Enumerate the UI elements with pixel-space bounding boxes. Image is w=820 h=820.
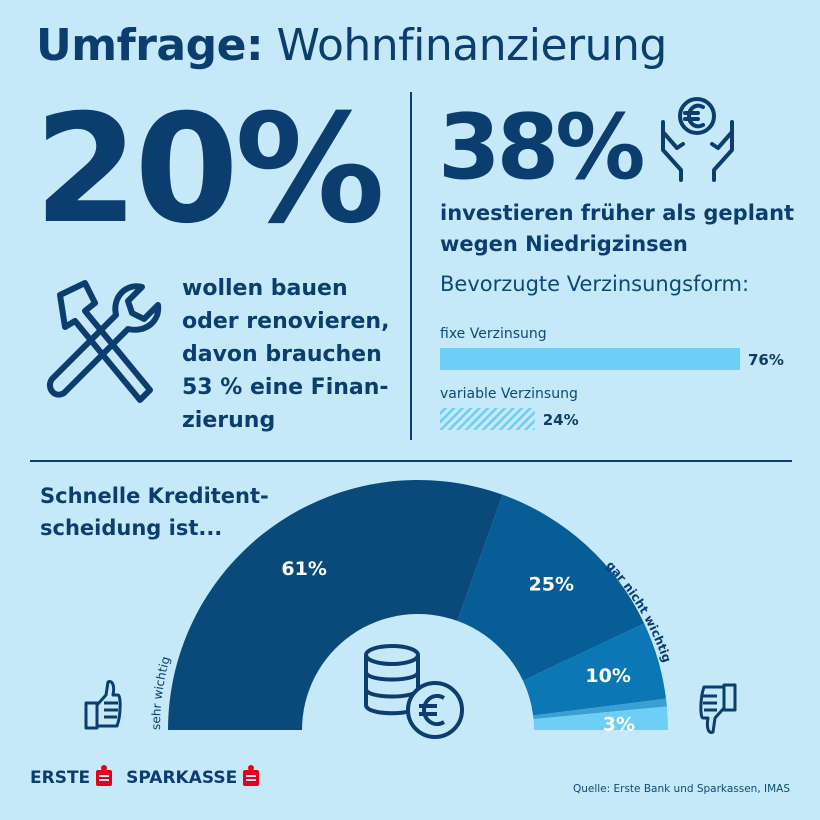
page-title: Umfrage: Wohnfinanzierung [36, 20, 667, 71]
stat-20: 20% [34, 83, 385, 257]
logo-erste: ERSTE [30, 768, 91, 788]
donut-segment [533, 706, 668, 730]
donut-segment [522, 623, 667, 716]
right-description: investieren früher als geplant wegen Nie… [440, 198, 794, 260]
donut-value-label: 25% [529, 574, 574, 596]
thumbs-up-icon [84, 680, 122, 730]
right-line: wegen Niedrigzinsen [440, 232, 688, 256]
interest-bar-chart: fixe Verzinsung 76% variable Verzinsung 24% [440, 326, 784, 430]
left-line: davon brauchen [182, 342, 382, 367]
half-donut-chart: 61%25%10%3% sehr wichtig gar nicht wicht… [84, 480, 737, 739]
thumbs-down-icon [699, 683, 737, 734]
bar-category-label: fixe Verzinsung [440, 326, 547, 342]
donut-segment [533, 698, 667, 720]
erste-sparkasse-logo: ERSTE SPARKASSE [30, 765, 267, 788]
left-line: oder renovieren, [182, 309, 390, 334]
donut-value-label: 61% [281, 558, 326, 580]
horizontal-divider [30, 460, 792, 462]
donut-title-line: scheidung ist... [40, 516, 223, 540]
preference-title: Bevorzugte Verzinsungsform: [440, 272, 750, 296]
stat-38: 38% [438, 95, 645, 200]
donut-title: Schnelle Kreditent- scheidung ist... [40, 480, 269, 544]
left-line: wollen bauen [182, 276, 348, 301]
bar-value-label: 24% [543, 411, 579, 429]
source-note: Quelle: Erste Bank und Sparkassen, IMAS [572, 783, 790, 795]
left-description: wollen bauen oder renovieren, davon brau… [182, 272, 389, 437]
donut-title-line: Schnelle Kreditent- [40, 484, 269, 508]
bar-variable [440, 408, 535, 430]
vertical-divider [410, 92, 412, 440]
logo-sparkasse: SPARKASSE [126, 768, 238, 788]
title-bold: Umfrage: [36, 20, 264, 71]
hands-euro-icon [661, 97, 734, 182]
left-line: zierung [182, 408, 276, 433]
sparkasse-s-icon [243, 765, 260, 786]
right-line: investieren früher als geplant [440, 201, 795, 225]
donut-value-label: 10% [585, 665, 630, 687]
bar-category-label: variable Verzinsung [440, 386, 578, 402]
donut-value-label: 3% [603, 713, 635, 735]
tools-icon [46, 280, 162, 403]
donut-segment [457, 494, 645, 681]
bar-fixed [440, 348, 740, 370]
donut-segment [168, 480, 503, 730]
bar-value-label: 76% [748, 351, 784, 369]
left-line: 53 % eine Finan- [182, 375, 389, 400]
coins-euro-icon [364, 644, 464, 739]
sparkasse-s-icon [96, 765, 113, 786]
title-regular: Wohnfinanzierung [276, 20, 668, 71]
